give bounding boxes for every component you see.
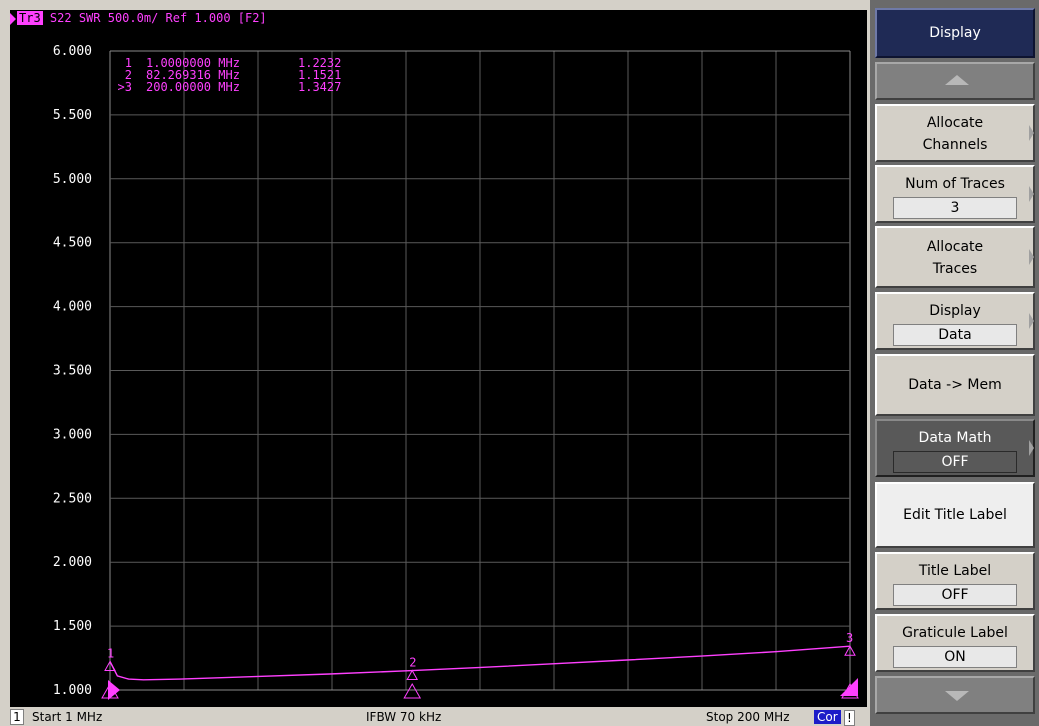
graticule-label-button[interactable]: Graticule Label ON: [875, 614, 1035, 672]
y-tick-label: 4.500: [53, 236, 92, 251]
marker-readout-value: 1.3427: [298, 80, 341, 94]
marker-2-icon: [406, 669, 419, 681]
y-tick-label: 2.000: [53, 555, 92, 570]
arrow-down-icon: [945, 691, 969, 701]
trace-header[interactable]: Tr3 S22 SWR 500.0m/ Ref 1.000 [F2]: [10, 11, 267, 25]
start-frequency: Start 1 MHz: [32, 710, 103, 724]
y-tick-label: 2.500: [53, 491, 92, 506]
y-tick-label: 4.000: [53, 300, 92, 315]
num-of-traces-label: Num of Traces: [905, 176, 1005, 192]
reference-level-right-icon: [840, 678, 858, 696]
y-tick-label: 5.500: [53, 108, 92, 123]
marker-readout-value: 1.1521: [298, 68, 341, 82]
data-math-label: Data Math: [918, 430, 992, 446]
num-of-traces-value: 3: [893, 197, 1017, 219]
menu-title-display: Display: [875, 8, 1035, 58]
allocate-channels-label: Allocate Channels: [922, 115, 988, 153]
marker-readout-frequency: 200.00000 MHz: [146, 80, 240, 94]
trace-label: Tr3: [17, 11, 43, 25]
data-to-mem-button[interactable]: Data -> Mem: [875, 354, 1035, 416]
allocate-traces-button[interactable]: Allocate Traces: [875, 226, 1035, 288]
submenu-arrow-icon: [1029, 249, 1034, 265]
graticule-label-label: Graticule Label: [902, 625, 1008, 641]
marker-2-number: 2: [409, 656, 416, 670]
stop-frequency: Stop 200 MHz: [706, 710, 790, 724]
edit-title-label-button[interactable]: Edit Title Label: [875, 482, 1035, 548]
y-tick-label: 1.000: [53, 683, 92, 698]
data-math-button[interactable]: Data Math OFF: [875, 419, 1035, 477]
submenu-arrow-icon: [1029, 313, 1034, 329]
marker-3-icon: [844, 645, 856, 656]
display-data-button[interactable]: Display Data: [875, 292, 1035, 350]
y-tick-label: 5.000: [53, 172, 92, 187]
warning-badge: !: [844, 710, 855, 726]
marker-readout-frequency: 1.0000000 MHz: [146, 56, 240, 70]
marker-readout-id: 2: [125, 68, 132, 82]
marker-1-number: 1: [107, 646, 114, 660]
marker-readout-frequency: 82.269316 MHz: [146, 68, 240, 82]
submenu-arrow-icon: [1029, 186, 1034, 202]
data-math-value: OFF: [893, 451, 1017, 473]
correction-badge: Cor: [814, 710, 841, 724]
marker-readout-value: 1.2232: [298, 56, 341, 70]
num-of-traces-button[interactable]: Num of Traces 3: [875, 165, 1035, 223]
trace-plot: 6.000 5.500 5.000 4.500 4.000 3.500 3.000 2.500…: [53, 44, 859, 700]
ifbw-value: IFBW 70 kHz: [366, 710, 442, 724]
channel-number[interactable]: 1: [10, 709, 24, 725]
title-label-value: OFF: [893, 584, 1017, 606]
data-to-mem-label: Data -> Mem: [908, 377, 1002, 393]
marker-readout-id: >3: [118, 80, 132, 94]
softkey-panel: Display Allocate Channels Num of Traces …: [870, 0, 1039, 726]
allocate-channels-button[interactable]: Allocate Channels: [875, 104, 1035, 162]
measurement-screen[interactable]: 6.000 5.500 5.000 4.500 4.000 3.500 3.000 2.500…: [10, 10, 867, 707]
marker-readout-id: 1: [125, 56, 132, 70]
marker-2-stimulus-icon: [403, 682, 422, 699]
display-label: Display: [929, 303, 981, 319]
submenu-arrow-icon: [1029, 440, 1034, 456]
scroll-up-button[interactable]: [875, 62, 1035, 100]
y-tick-label: 1.500: [53, 619, 92, 634]
title-label-label: Title Label: [918, 563, 992, 579]
trace-setting-text: S22 SWR 500.0m/ Ref 1.000 [F2]: [49, 11, 267, 25]
y-tick-label: 6.000: [53, 44, 92, 59]
status-bar: 1 Start 1 MHz IFBW 70 kHz Stop 200 MHz C…: [10, 708, 867, 726]
y-tick-label: 3.500: [53, 364, 92, 379]
arrow-up-icon: [945, 75, 969, 85]
edit-title-label-label: Edit Title Label: [903, 507, 1007, 523]
marker-1-icon: [104, 660, 116, 671]
allocate-traces-label: Allocate Traces: [926, 239, 984, 277]
marker-3-number: 3: [846, 631, 853, 645]
y-tick-label: 3.000: [53, 427, 92, 442]
display-value: Data: [893, 324, 1017, 346]
title-label-button[interactable]: Title Label OFF: [875, 552, 1035, 610]
scroll-down-button[interactable]: [875, 676, 1035, 714]
active-trace-arrow-icon: [10, 12, 16, 25]
reference-level-left-icon: [108, 680, 120, 700]
menu-title-label: Display: [929, 25, 981, 41]
trace-line: [109, 645, 851, 681]
graticule-label-value: ON: [893, 646, 1017, 668]
submenu-arrow-icon: [1029, 125, 1034, 141]
